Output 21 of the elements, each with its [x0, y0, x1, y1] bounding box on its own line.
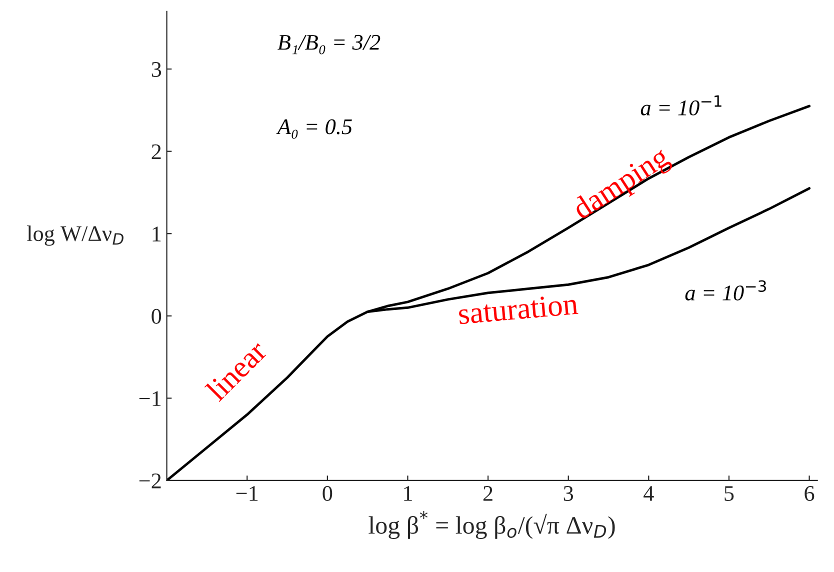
- y-tick-label: 2: [152, 144, 161, 160]
- annotation: A₀ = 0.5: [276, 119, 352, 139]
- x-tick-label: 3: [564, 486, 574, 501]
- x-tick-label: 5: [724, 486, 734, 501]
- series-label: a = 10$^{−3}$: [685, 280, 766, 300]
- x-tick-label: 0: [322, 486, 332, 501]
- annotation: B₁/B₀ = 3/2: [278, 34, 380, 54]
- annotation: saturation: [458, 294, 578, 324]
- x-tick-label: 6: [804, 486, 814, 501]
- x-axis-title: log β$^{*}$ = log β$_{o}$/(√π Δν$_{D}$): [368, 511, 615, 540]
- y-tick-label: 3: [152, 62, 162, 77]
- x-tick-label: −1: [236, 486, 258, 501]
- x-tick-label: 4: [644, 486, 654, 501]
- y-tick-label: −1: [139, 391, 161, 406]
- y-axis-title: log W/Δν$_{D}$: [27, 226, 124, 246]
- x-tick-label: 2: [483, 486, 492, 501]
- y-tick-label: 0: [152, 308, 162, 324]
- y-tick-label: −2: [139, 473, 161, 488]
- series-label: a = 10$^{−1}$: [640, 95, 722, 116]
- x-tick-label: 1: [404, 486, 412, 501]
- y-tick-label: 1: [152, 226, 161, 242]
